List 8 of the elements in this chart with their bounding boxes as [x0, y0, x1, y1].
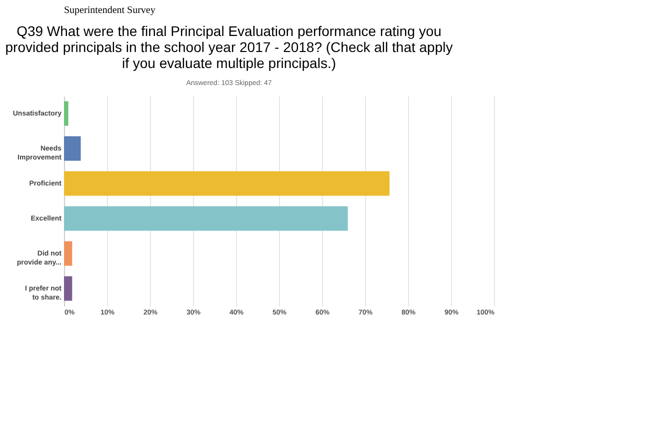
- bar: [64, 241, 72, 266]
- bar: [64, 206, 348, 231]
- bar: [64, 276, 72, 301]
- text: Superintendent Survey: [64, 5, 156, 16]
- chart-title: Q39 What were the final Principal Evaluation performance rating you provided principals in the school year 2017 - 2018? (Check all that apply if you evaluate multiple principals.): [5, 23, 453, 71]
- bar: [64, 136, 81, 161]
- bar: [64, 171, 390, 196]
- bar: [64, 101, 68, 126]
